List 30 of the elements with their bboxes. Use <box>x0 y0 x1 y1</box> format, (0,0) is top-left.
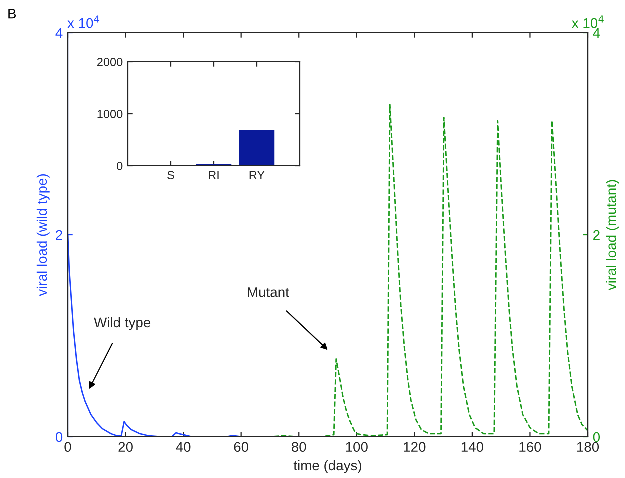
x-tick-label: 60 <box>234 442 249 452</box>
x-tick-label: 120 <box>404 442 426 452</box>
y-tick-label: 2000 <box>97 58 123 66</box>
x-tick-label: 40 <box>176 442 191 452</box>
y-tick-label: 1000 <box>98 110 123 118</box>
x-tick-label: 140 <box>462 442 484 452</box>
y-tick-label: 0 <box>117 162 123 170</box>
x-tick-label: 20 <box>118 442 133 452</box>
x-tick-label: RI <box>209 171 219 180</box>
y-axis-title: viral load (wild type) <box>36 174 50 296</box>
x-tick-label: S <box>168 171 174 180</box>
y2-tick-label: 2 <box>594 230 600 240</box>
annotation: Mutant <box>248 288 290 298</box>
text: B <box>8 9 16 19</box>
x-tick-label: 100 <box>346 442 368 452</box>
y-tick-label: 2 <box>56 230 62 240</box>
y-tick-label: 0 <box>56 432 63 442</box>
y2-tick-label: 4 <box>593 28 600 38</box>
y-tick-label: 4 <box>56 28 63 38</box>
text: x 10$^{4}$ <box>572 16 604 28</box>
x-tick-label: 80 <box>292 442 306 452</box>
text: x 10$^{4}$ <box>68 16 100 28</box>
annotation: Wild type <box>94 317 151 330</box>
x-tick-label: 0 <box>64 442 72 452</box>
x-tick-label: 160 <box>520 442 542 452</box>
y2-axis-title: viral load (mutant) <box>606 180 620 291</box>
y2-tick-label: 0 <box>593 432 600 442</box>
x-axis-title: time (days) <box>294 460 362 474</box>
x-tick-label: 180 <box>577 442 600 452</box>
x-tick-label: RY <box>250 171 265 180</box>
